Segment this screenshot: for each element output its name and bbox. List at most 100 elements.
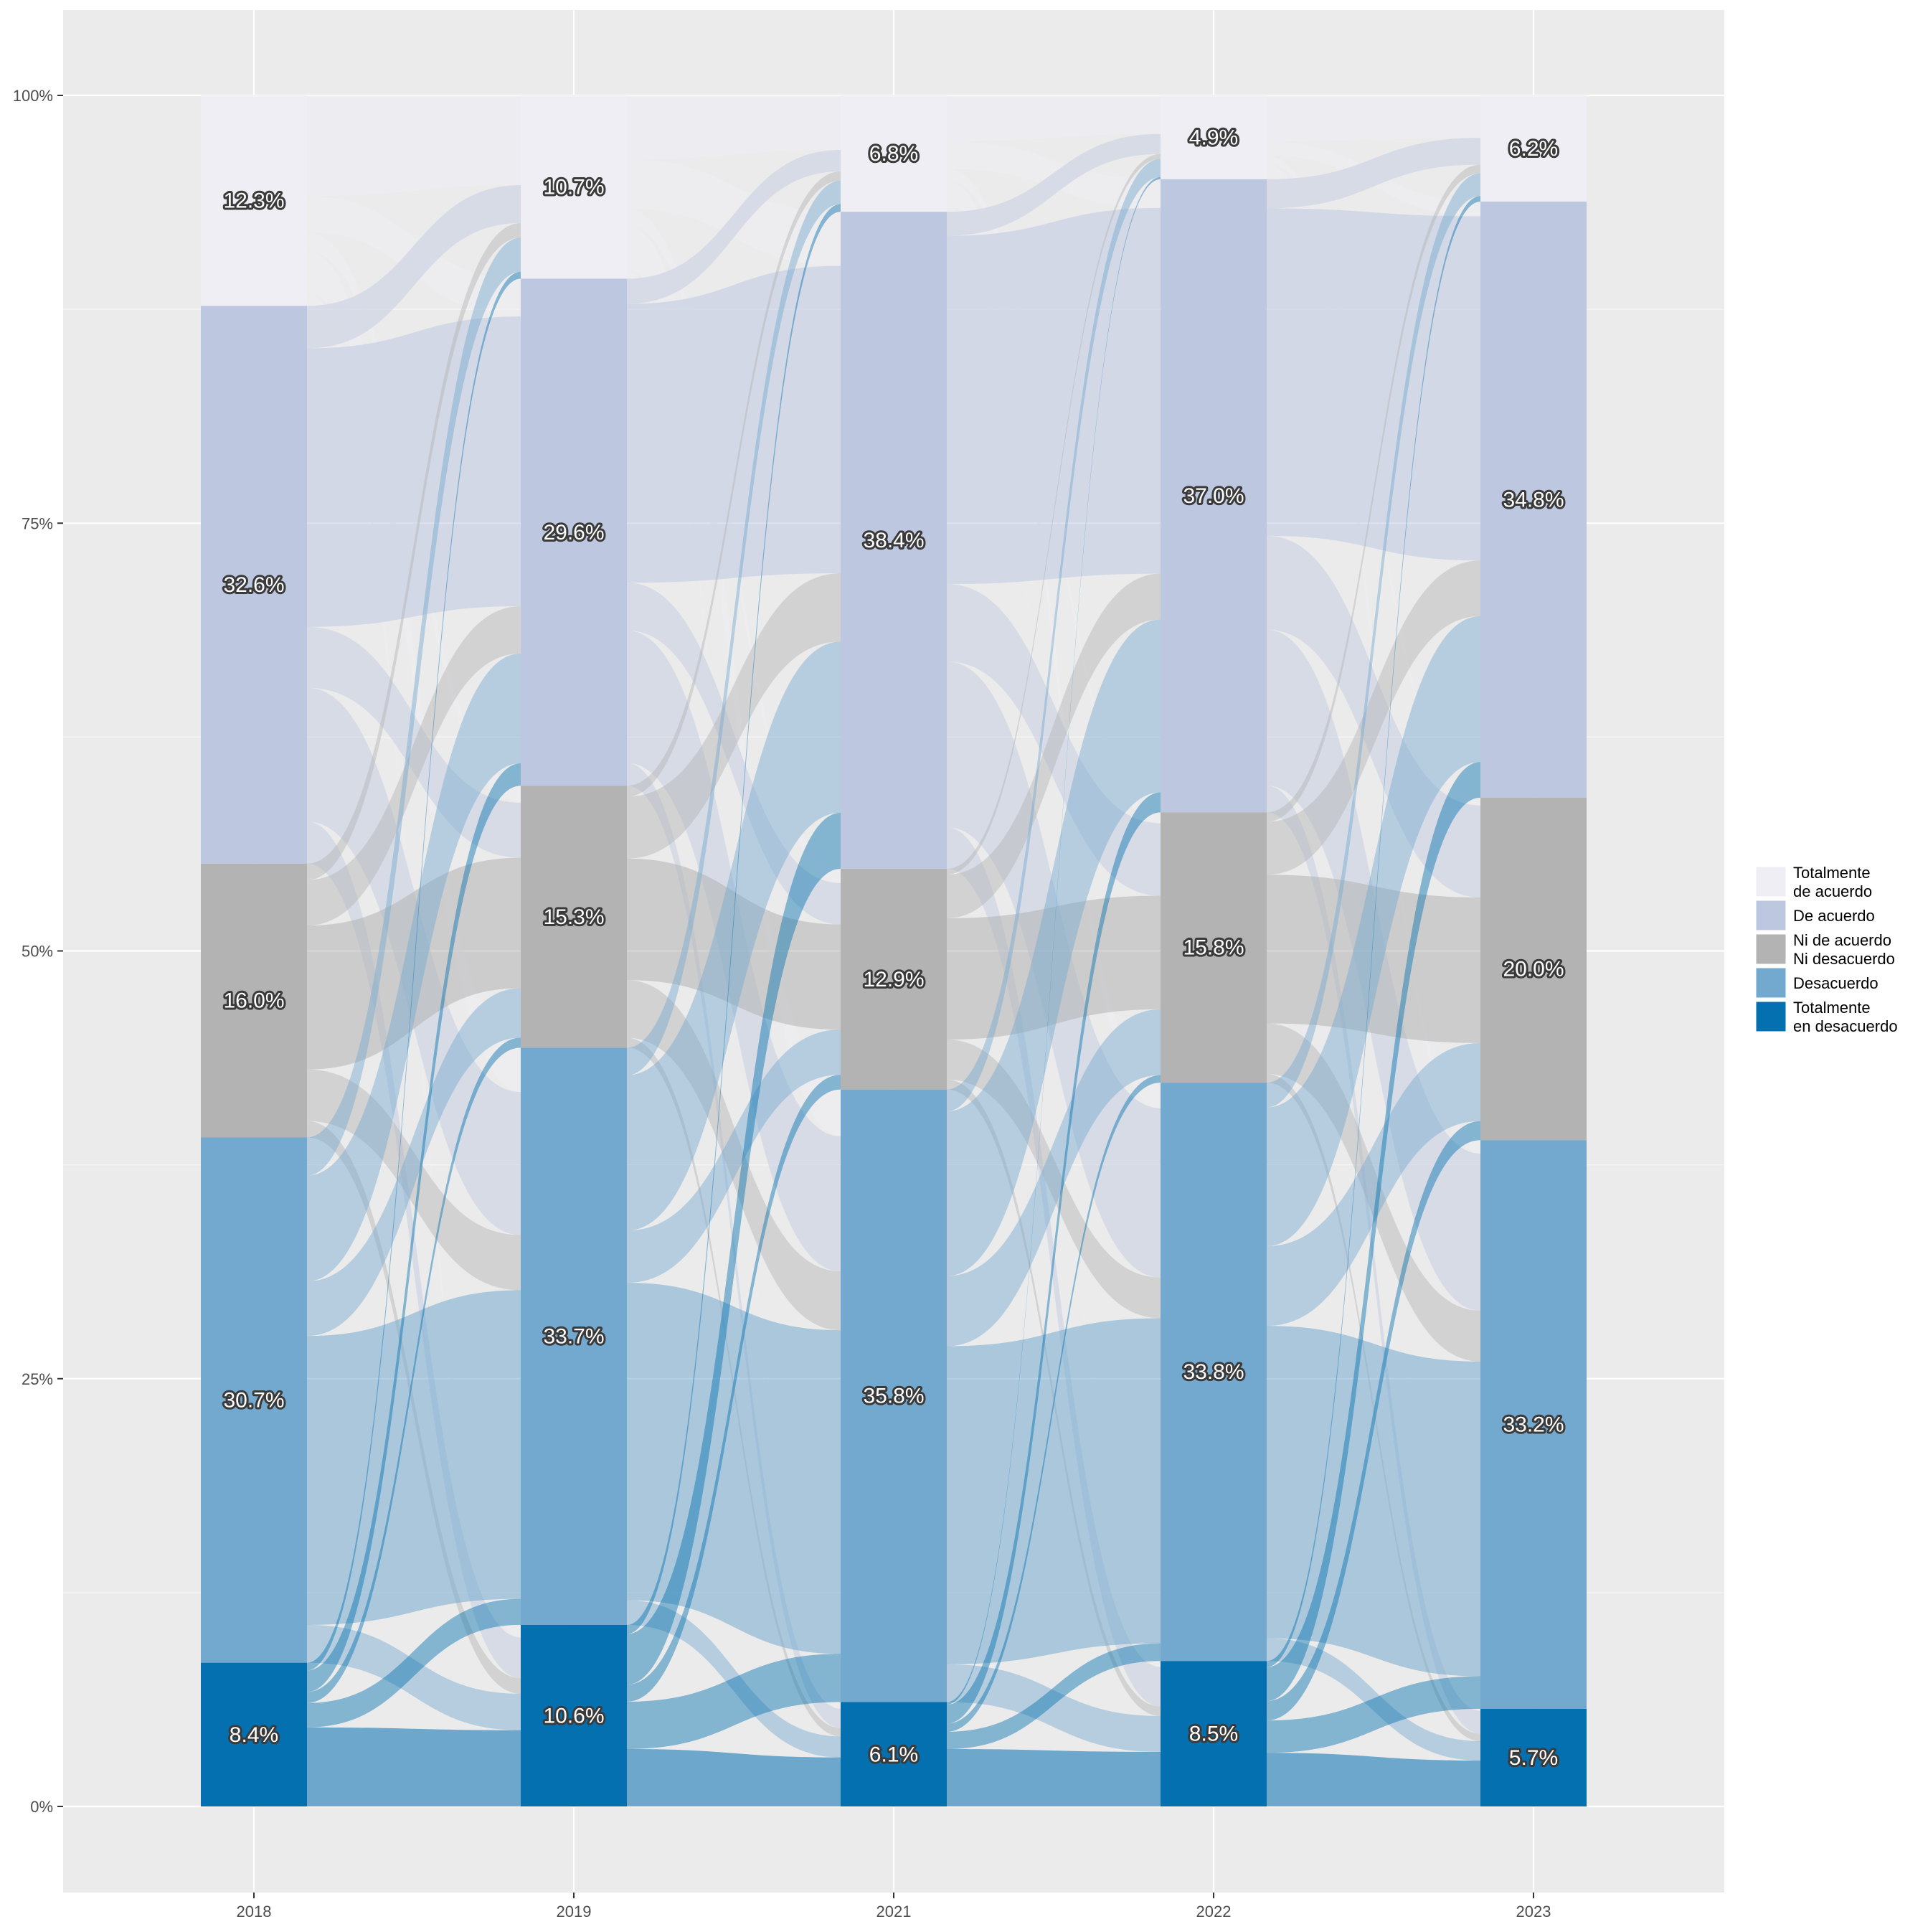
- flow-ribbon: [947, 1009, 1161, 1347]
- flow-ribbon: [307, 185, 521, 349]
- y-tick-label: 100%: [13, 87, 53, 105]
- segment-label: 38.4%: [863, 529, 924, 552]
- bar-segment: [1161, 812, 1267, 1083]
- segment-label: 6.8%: [869, 142, 918, 166]
- flow-ribbon: [627, 159, 841, 266]
- legend-key: [1755, 933, 1787, 965]
- flow-ribbon: [1267, 1638, 1480, 1761]
- flow-ribbon: [627, 573, 841, 859]
- flow-ribbon: [627, 980, 841, 1331]
- axes: 0% 25% 50% 75% 100% 2018 2019 2021 2022 2023: [13, 87, 1551, 1921]
- segment-label: 29.6%: [543, 521, 604, 545]
- x-tick-label: 2021: [876, 1903, 912, 1921]
- segment-label: 33.7%: [543, 1325, 604, 1349]
- flow-ribbon: [947, 584, 1161, 896]
- flow-ribbon: [627, 1654, 841, 1749]
- flow-ribbon: [307, 857, 521, 1070]
- bar-segment: [1480, 1708, 1587, 1806]
- segment-label: 10.6%: [543, 1704, 604, 1728]
- flow-ribbon: [1267, 164, 1480, 822]
- flow-ribbon: [947, 1664, 1161, 1753]
- flow-ribbon: [947, 207, 1161, 585]
- bar-segment: [521, 95, 627, 279]
- bar-segment: [841, 212, 947, 870]
- flow-ribbon: [307, 95, 521, 197]
- segment-label: 5.7%: [1509, 1746, 1558, 1770]
- segment-label: 37.0%: [1183, 484, 1244, 508]
- flow-ribbon: [1267, 208, 1480, 561]
- segment-label: 20.0%: [1503, 958, 1564, 981]
- flow-ribbon: [307, 626, 521, 858]
- flow-ribbon: [947, 1318, 1161, 1664]
- flow-ribbon: [627, 95, 841, 160]
- flow-ribbon: [1267, 762, 1480, 1701]
- flow-ribbon: [947, 895, 1161, 1040]
- flow-ribbon: [627, 813, 841, 1685]
- bar-segment: [841, 95, 947, 212]
- flow-ribbon: [1267, 1023, 1480, 1362]
- segment-label: 12.3%: [223, 189, 284, 213]
- flow-ribbon: [307, 196, 521, 317]
- flow-ribbon: [627, 1029, 841, 1283]
- flow-ribbon: [947, 1075, 1161, 1732]
- y-tick-label: 25%: [22, 1370, 53, 1388]
- legend-label: Totalmente: [1793, 999, 1871, 1017]
- x-tick-label: 2019: [557, 1903, 592, 1921]
- bar-segment: [1480, 202, 1587, 798]
- legend-key: [1755, 866, 1787, 897]
- flow-ribbon: [307, 606, 521, 926]
- legend-label: Ni de acuerdo: [1793, 931, 1891, 949]
- flow-ribbon: [627, 858, 841, 1030]
- bar-segment: [201, 1662, 307, 1806]
- bar-segment: [521, 278, 627, 786]
- flow-ribbon: [307, 1598, 521, 1728]
- flow-ribbon: [1267, 138, 1480, 209]
- legend-label: en desacuerdo: [1793, 1017, 1898, 1035]
- bar-segment: [841, 1702, 947, 1806]
- segment-label: 6.1%: [869, 1743, 918, 1766]
- flow-ribbon: [627, 1748, 841, 1806]
- flow-ribbon: [947, 1748, 1161, 1806]
- flow-ribbon: [1267, 616, 1480, 1246]
- flow-ribbon: [627, 1075, 841, 1702]
- flow-ribbon: [947, 154, 1161, 875]
- segment-labels: 12.3% 32.6% 16.0% 30.7% 8.4% 10.7% 29.6% 15.3% 3…: [221, 123, 1566, 1772]
- legend-key: [1755, 967, 1787, 999]
- flow-ribbon: [1267, 173, 1480, 1108]
- flow-ribbon: [947, 619, 1161, 1276]
- x-tick-label: 2023: [1516, 1903, 1551, 1921]
- segment-label: 32.6%: [223, 573, 284, 597]
- segment-label: 8.4%: [230, 1723, 278, 1747]
- flow-ribbon: [307, 653, 521, 1282]
- bar-segment: [1161, 95, 1267, 179]
- flow-ribbon: [1267, 1676, 1480, 1753]
- flow-ribbon: [627, 204, 841, 1634]
- segment-label: 35.8%: [863, 1385, 924, 1408]
- flow-ribbon: [947, 1040, 1161, 1319]
- flow-ribbon: [1267, 95, 1480, 142]
- flow-ribbon: [307, 222, 521, 880]
- bar-segment: [521, 1624, 627, 1806]
- flow-ribbon: [307, 1290, 521, 1625]
- bar-segment: [1480, 95, 1587, 202]
- segment-label: 34.8%: [1503, 488, 1564, 512]
- bar-segment: [521, 786, 627, 1048]
- segment-label: 15.8%: [1183, 936, 1244, 960]
- flow-ribbon: [947, 1643, 1161, 1749]
- flow-ribbon: [627, 641, 841, 1231]
- flow-ribbon: [1267, 1753, 1480, 1806]
- legend-label: Desacuerdo: [1793, 974, 1879, 992]
- segment-label: 4.9%: [1189, 126, 1238, 149]
- flow-ribbon: [947, 826, 1161, 1707]
- flow-ribbon: [1267, 1042, 1480, 1327]
- flow-ribbon: [627, 171, 841, 797]
- flow-ribbon: [947, 573, 1161, 918]
- flow-ribbon: [307, 251, 521, 1093]
- flow-ribbon: [1267, 786, 1480, 1734]
- flow-ribbon: [307, 1624, 521, 1730]
- flow-ribbon: [307, 271, 521, 1671]
- flow-ribbon: [627, 763, 841, 1728]
- bar-segment: [201, 95, 307, 306]
